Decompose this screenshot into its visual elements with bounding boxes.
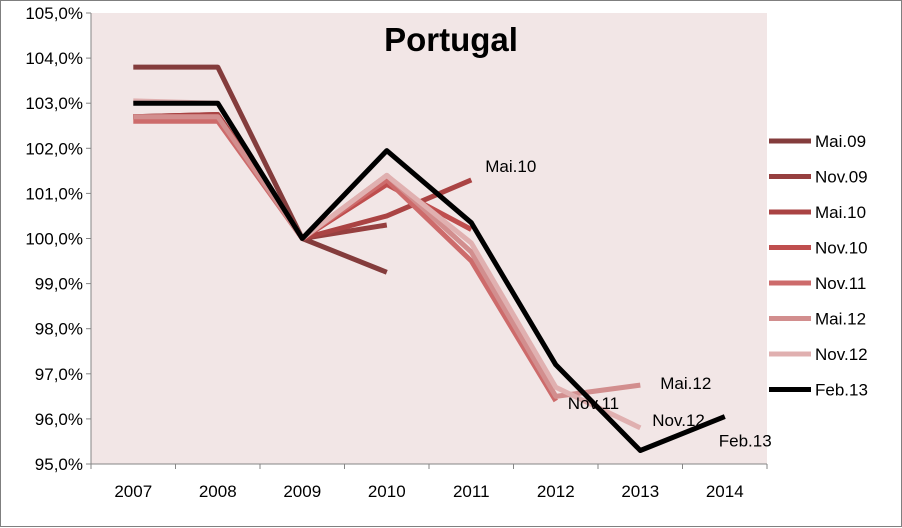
legend-label: Nov.12 xyxy=(815,345,868,364)
legend-label: Mai.09 xyxy=(815,132,866,151)
chart-title: Portugal xyxy=(384,21,518,58)
series-end-label: Mai.10 xyxy=(485,157,536,176)
legend-label: Nov.09 xyxy=(815,168,868,187)
x-tick-label: 2009 xyxy=(283,482,321,501)
axes: 95,0% 96,0% 97,0% 98,0% 99,0% 100,0% 101,0% 102… xyxy=(25,4,768,501)
legend: Mai.09 Nov.09 Mai.10 Nov.10 Nov.11 Mai.12 Nov.… xyxy=(769,132,868,400)
series-end-label: Mai.12 xyxy=(660,374,711,393)
x-tick-label: 2013 xyxy=(621,482,659,501)
legend-label: Mai.10 xyxy=(815,203,866,222)
series-end-label: Nov.11 xyxy=(568,394,619,413)
series-line-mai-09 xyxy=(133,64,388,275)
y-tick-label: 98,0% xyxy=(35,320,83,339)
y-tick-label: 95,0% xyxy=(35,455,83,474)
x-tick-label: 2010 xyxy=(368,482,406,501)
y-tick-label: 96,0% xyxy=(35,410,83,429)
y-tick-label: 100,0% xyxy=(25,230,83,249)
legend-label: Nov.11 xyxy=(815,274,866,293)
series-line-feb-13 xyxy=(133,100,726,453)
legend-label: Nov.10 xyxy=(815,239,868,258)
series-layer xyxy=(133,64,726,453)
y-tick-label: 103,0% xyxy=(25,94,83,113)
series-end-label: Feb.13 xyxy=(719,432,772,451)
legend-label: Mai.12 xyxy=(815,310,866,329)
x-tick-label: 2007 xyxy=(114,482,152,501)
x-tick-label: 2014 xyxy=(706,482,744,501)
x-tick-label: 2008 xyxy=(199,482,237,501)
y-tick-label: 101,0% xyxy=(25,184,83,203)
x-tick-label: 2011 xyxy=(453,482,490,501)
series-end-label: Nov.12 xyxy=(652,411,705,430)
y-tick-label: 102,0% xyxy=(25,139,83,158)
x-tick-label: 2012 xyxy=(537,482,575,501)
y-tick-label: 105,0% xyxy=(25,4,83,23)
legend-label: Feb.13 xyxy=(815,381,868,400)
annotation-layer: Mai.10 Nov.11 Mai.12 Nov.12 Feb.13 xyxy=(485,157,771,451)
plot-area xyxy=(91,13,767,464)
y-tick-label: 104,0% xyxy=(25,49,83,68)
y-tick-label: 99,0% xyxy=(35,275,83,294)
y-tick-label: 97,0% xyxy=(35,365,83,384)
